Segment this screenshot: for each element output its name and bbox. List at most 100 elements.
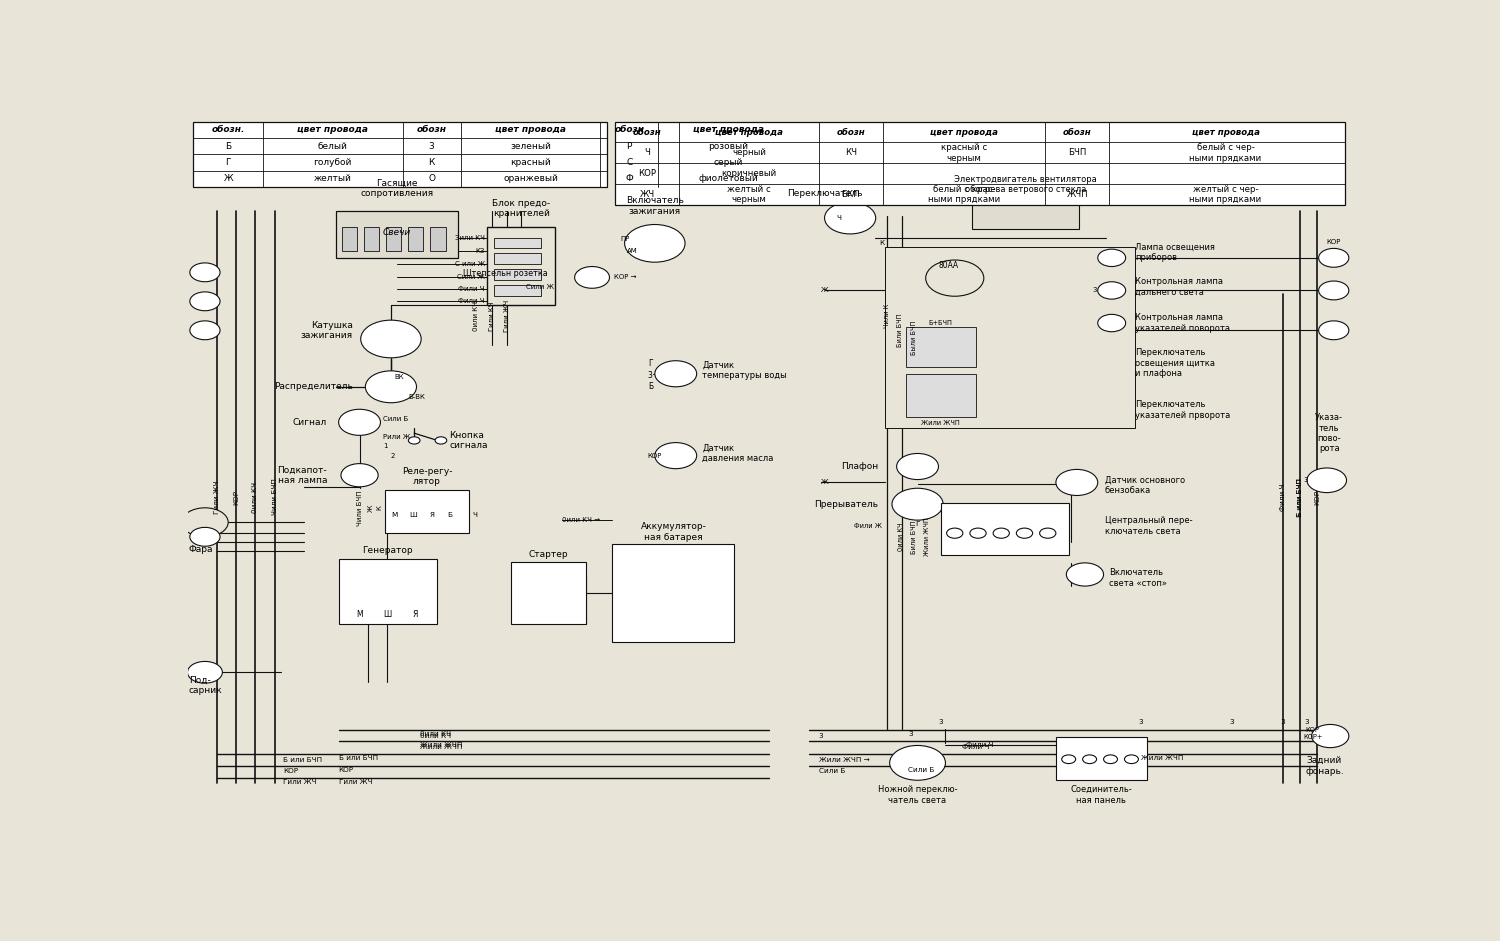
Circle shape	[1318, 321, 1348, 340]
Text: серый: серый	[714, 158, 742, 167]
Text: 3: 3	[1305, 719, 1310, 725]
Text: зеленый: зеленый	[510, 141, 550, 151]
Text: Фили Ч: Фили Ч	[459, 298, 484, 304]
Text: М: М	[356, 610, 363, 619]
Text: обозн.: обозн.	[211, 125, 244, 135]
Text: Датчик
температуры воды: Датчик температуры воды	[702, 360, 788, 380]
Text: белый с чер-
ными прядками: белый с чер- ными прядками	[1190, 143, 1262, 163]
Text: обозн: обозн	[417, 125, 447, 135]
Circle shape	[825, 202, 876, 234]
Circle shape	[946, 528, 963, 538]
Circle shape	[1311, 725, 1348, 748]
Text: КОР: КОР	[339, 767, 354, 774]
Text: О: О	[427, 174, 435, 183]
Circle shape	[190, 321, 220, 340]
Text: розовый: розовый	[708, 141, 748, 151]
Text: Блок предо-
кранителей: Блок предо- кранителей	[492, 199, 550, 218]
Text: С или Ж: С или Ж	[454, 262, 484, 267]
Circle shape	[1318, 281, 1348, 300]
Bar	[194, 121, 608, 187]
Circle shape	[360, 320, 422, 358]
Text: обозн: обозн	[837, 128, 866, 136]
Text: Ножной переклю-
чатель света: Ножной переклю- чатель света	[878, 786, 957, 805]
Text: КОР: КОР	[1306, 727, 1320, 733]
Bar	[495, 253, 542, 263]
Text: Б-ВК: Б-ВК	[408, 394, 426, 400]
Text: Ж: Ж	[821, 480, 830, 486]
Text: Жили ЖЧП: Жили ЖЧП	[924, 518, 930, 556]
Bar	[612, 544, 734, 642]
Text: ВК: ВК	[394, 375, 404, 380]
Text: Фара: Фара	[189, 545, 213, 553]
Text: Б: Б	[225, 141, 231, 151]
Text: Указа-
тель
пово-
рота: Указа- тель пово- рота	[1316, 413, 1342, 454]
Bar	[495, 237, 542, 247]
Circle shape	[1017, 528, 1032, 538]
Bar	[364, 227, 380, 250]
Circle shape	[1104, 755, 1118, 763]
Text: желтый: желтый	[314, 174, 351, 183]
Text: БЧП: БЧП	[1068, 149, 1086, 157]
Text: красный с
черным: красный с черным	[940, 143, 987, 163]
Circle shape	[656, 360, 696, 387]
Text: красный: красный	[510, 158, 550, 167]
Text: 3: 3	[429, 141, 435, 151]
Text: ПР: ПР	[620, 236, 630, 242]
Text: КОР: КОР	[639, 169, 657, 178]
Circle shape	[408, 437, 420, 444]
Circle shape	[190, 292, 220, 311]
Text: цвет провода: цвет провода	[930, 128, 998, 136]
Text: цвет провода: цвет провода	[495, 125, 566, 135]
Text: 2: 2	[392, 453, 396, 458]
Text: Я: Я	[413, 610, 419, 619]
Circle shape	[340, 464, 378, 486]
Text: ЖЧП: ЖЧП	[1066, 190, 1088, 199]
Text: КОР+: КОР+	[1304, 735, 1323, 741]
Circle shape	[890, 745, 945, 780]
Text: КЧ: КЧ	[844, 149, 856, 157]
Text: Били БЧП: Били БЧП	[897, 313, 903, 347]
Text: Под-
сарник: Под- сарник	[189, 676, 222, 695]
Text: Фили Ч: Фили Ч	[962, 744, 988, 750]
Text: Фили Ж: Фили Ж	[853, 523, 882, 529]
Text: Зили КЧ: Зили КЧ	[454, 235, 484, 241]
Text: КОР: КОР	[284, 768, 298, 774]
Text: Г: Г	[225, 158, 231, 167]
Text: белый: белый	[318, 141, 348, 151]
Text: черный: черный	[732, 149, 766, 157]
Text: БКП: БКП	[842, 190, 860, 199]
Text: Гили КЧ: Гили КЧ	[489, 301, 495, 330]
Circle shape	[435, 437, 447, 444]
Text: Переключатель
освещения щитка
и плафона: Переключатель освещения щитка и плафона	[1136, 348, 1215, 377]
Text: К: К	[376, 505, 382, 510]
Text: К: К	[879, 240, 885, 247]
Text: Прерыватель: Прерыватель	[815, 500, 878, 509]
Text: оранжевый: оранжевый	[503, 174, 558, 183]
Bar	[488, 228, 555, 305]
Text: Аккумулятор-
ная батарея: Аккумулятор- ная батарея	[640, 522, 706, 542]
Text: Жили ЖЧП →: Жили ЖЧП →	[819, 757, 870, 763]
Circle shape	[1066, 563, 1104, 586]
Bar	[336, 211, 459, 258]
Text: Ч: Ч	[836, 215, 842, 221]
Text: Б: Б	[648, 382, 652, 391]
Circle shape	[1083, 755, 1096, 763]
Text: КОР →: КОР →	[614, 275, 636, 280]
Text: Центральный пере-
ключатель света: Центральный пере- ключатель света	[1104, 517, 1192, 535]
Circle shape	[190, 263, 220, 281]
Bar	[430, 227, 445, 250]
Circle shape	[339, 409, 381, 436]
Text: Кнопка
сигнала: Кнопка сигнала	[448, 431, 488, 450]
Bar	[408, 227, 423, 250]
Text: Гили ЖЧ: Гили ЖЧ	[284, 779, 316, 785]
Bar	[339, 559, 438, 624]
Text: Фили Ч: Фили Ч	[966, 742, 994, 748]
Text: цвет провода: цвет провода	[716, 128, 783, 136]
Circle shape	[188, 662, 222, 683]
Text: ЖЧ: ЖЧ	[639, 190, 656, 199]
Text: обозн: обозн	[1064, 128, 1092, 136]
Circle shape	[1098, 249, 1125, 266]
Circle shape	[892, 488, 944, 520]
Text: Плафон: Плафон	[842, 462, 878, 471]
Circle shape	[190, 527, 220, 546]
